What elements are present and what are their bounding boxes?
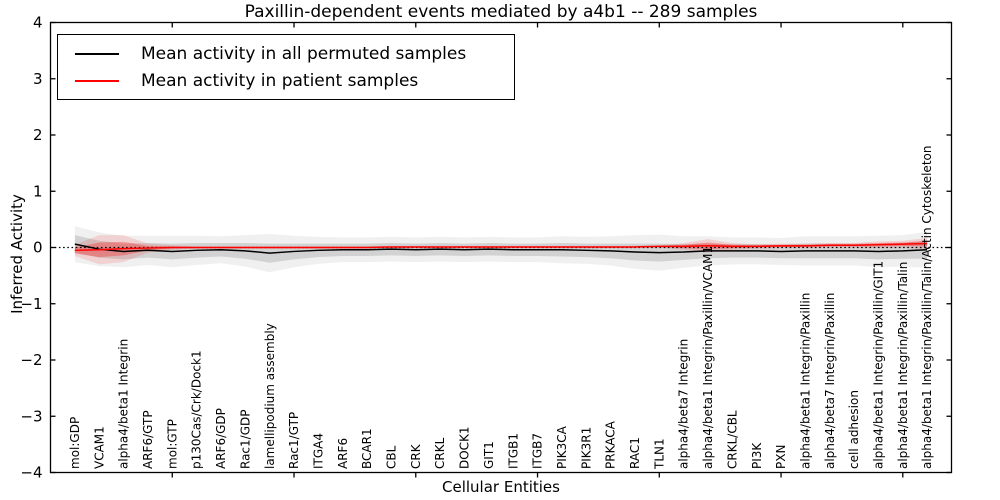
x-category-label: BCAR1 [360,428,374,469]
chart-title: Paxillin-dependent events mediated by a4… [244,2,758,22]
x-category-label: lamellipodium assembly [263,323,277,469]
y-tick-label: 2 [33,126,43,144]
x-category-label: GIT1 [482,441,496,469]
patient-line-swatch [75,79,119,82]
x-category-label: VCAM1 [92,426,106,469]
x-category-label: DOCK1 [458,426,472,469]
patient-band-inner [74,240,928,258]
x-category-label: ARF6 [336,438,350,469]
x-category-label: alpha4/beta1 Integrin/Paxillin [798,293,812,469]
x-axis-title: Cellular Entities [442,478,560,496]
legend-label: Mean activity in patient samples [141,70,419,91]
y-tick-label: −3 [20,407,42,425]
permuted-line-swatch [75,52,119,55]
x-category-label: alpha4/beta1 Integrin/Paxillin/Talin [896,262,910,469]
x-category-label: CBL [384,445,398,469]
x-category-label: CRKL [433,437,447,469]
x-category-label: alpha4/beta1 Integrin/Paxillin/GIT1 [872,261,886,469]
legend-label: Mean activity in all permuted samples [141,43,467,64]
y-axis-title: Inferred Activity [8,194,26,314]
y-tick-label: 4 [33,14,43,32]
x-category-label: Rac1/GDP [238,410,252,469]
x-category-label: PI3K [750,442,764,469]
x-category-label: p130Cas/Crk/Dock1 [190,350,204,469]
x-category-label: cell adhesion [847,390,861,469]
x-category-label: Rac1/GTP [287,412,301,469]
x-category-label: ITGB1 [506,433,520,469]
x-category-label: alpha4/beta1 Integrin/Paxillin/Talin/Act… [920,146,934,469]
x-category-label: mol:GTP [165,419,179,469]
legend-item-patient: Mean activity in patient samples [58,71,514,91]
y-tick-label: 0 [33,239,43,257]
y-tick-label: 3 [33,70,43,88]
x-category-label: ITGA4 [311,433,325,469]
x-category-label: CRKL/CBL [725,410,739,469]
y-tick-label: 1 [33,182,43,200]
patient-band-outer [74,235,928,265]
x-category-label: RAC1 [628,437,642,469]
x-category-label: TLN1 [652,438,666,470]
x-category-label: alpha4/beta1 Integrin/Paxillin/VCAM1 [701,246,715,469]
x-category-label: ITGB7 [531,433,545,469]
x-category-label: ARF6/GDP [214,408,228,469]
x-category-label: PXN [774,445,788,469]
x-category-label: CRK [409,443,423,469]
x-category-label: ARF6/GTP [141,410,155,469]
x-category-label: alpha4/beta7 Integrin [677,339,691,469]
x-category-label: alpha4/beta1 Integrin [117,339,131,469]
y-tick-label: −1 [20,295,42,313]
x-category-label: PIK3CA [555,425,569,469]
x-category-label: PRKACA [604,420,618,469]
x-category-label: mol:GDP [68,417,82,469]
patient-mean-line [74,242,928,252]
y-tick-label: −4 [20,464,42,482]
y-tick-label: −2 [20,351,42,369]
x-category-label: PIK3R1 [579,427,593,469]
legend: Mean activity in all permuted samples Me… [57,34,515,100]
permuted-mean-line [74,243,928,254]
legend-item-permuted: Mean activity in all permuted samples [58,44,514,64]
x-category-label: alpha4/beta7 Integrin/Paxillin [823,293,837,469]
